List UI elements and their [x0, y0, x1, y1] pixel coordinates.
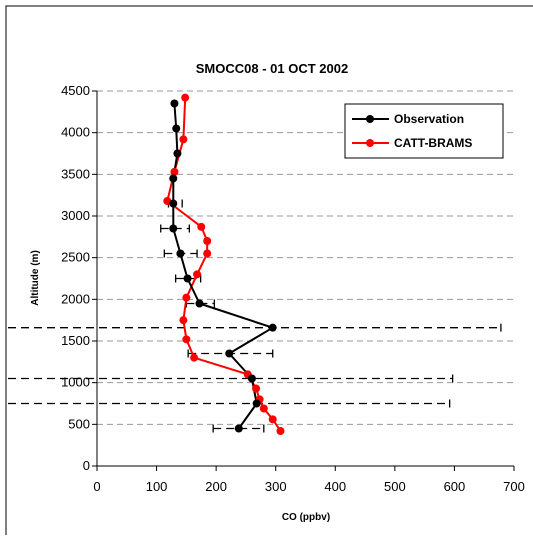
- data-point-catt-brams: [179, 135, 188, 144]
- data-point-observation: [252, 399, 261, 408]
- y-tick-label: 4500: [61, 83, 90, 98]
- data-point-catt-brams: [259, 404, 268, 413]
- data-point-observation: [195, 299, 204, 308]
- x-tick-label: 200: [205, 479, 227, 494]
- data-point-observation: [176, 249, 185, 258]
- figure-border: [5, 5, 533, 535]
- y-tick-label: 500: [68, 416, 90, 431]
- y-tick-label: 1000: [61, 375, 90, 390]
- data-point-catt-brams: [182, 293, 191, 302]
- data-point-observation: [173, 149, 182, 158]
- x-tick-label: 0: [93, 479, 100, 494]
- y-tick-label: 4000: [61, 125, 90, 140]
- data-point-catt-brams: [190, 353, 199, 362]
- data-point-observation: [268, 323, 277, 332]
- y-tick-label: 3000: [61, 208, 90, 223]
- data-point-catt-brams: [268, 415, 277, 424]
- y-tick-label: 2000: [61, 291, 90, 306]
- data-point-observation: [225, 349, 234, 358]
- data-point-catt-brams: [193, 270, 202, 279]
- y-axis-title: Altitude (m): [30, 250, 41, 306]
- x-axis-title: CO (ppbv): [282, 512, 330, 523]
- y-tick-label: 3500: [61, 166, 90, 181]
- data-point-catt-brams: [181, 93, 190, 102]
- data-point-observation: [247, 374, 256, 383]
- data-point-observation: [183, 274, 192, 283]
- x-tick-label: 600: [444, 479, 466, 494]
- legend-box: [344, 103, 504, 159]
- data-point-observation: [169, 199, 178, 208]
- legend: Observation CATT-BRAMS: [344, 103, 504, 159]
- x-tick-label: 100: [146, 479, 168, 494]
- data-point-catt-brams: [197, 222, 206, 231]
- y-tick-labels: 0 500 1000 1500 2000 2500 3000 3500 4000 4500: [61, 83, 90, 473]
- x-tick-label: 700: [503, 479, 525, 494]
- data-point-catt-brams: [182, 335, 191, 344]
- data-point-catt-brams: [203, 237, 212, 245]
- series-line-observation: [172, 103, 274, 430]
- legend-catt-brams-label: CATT-BRAMS: [394, 136, 472, 150]
- x-tick-label: 400: [324, 479, 346, 494]
- data-point-catt-brams: [276, 427, 285, 435]
- data-point-observation: [169, 174, 178, 183]
- chart-title: SMOCC08 - 01 OCT 2002: [196, 61, 348, 76]
- series-lines: [166, 97, 282, 432]
- x-tick-labels: 0 100 200 300 400 500 600 700: [93, 479, 524, 494]
- data-point-catt-brams: [252, 384, 261, 393]
- series-points: [163, 93, 285, 435]
- data-point-observation: [170, 99, 179, 108]
- error-bars: [8, 199, 502, 433]
- x-tick-label: 300: [265, 479, 287, 494]
- legend-catt-brams-marker: [366, 139, 374, 147]
- data-point-catt-brams: [203, 249, 212, 258]
- data-point-observation: [172, 124, 181, 133]
- y-tick-label: 0: [83, 458, 90, 473]
- data-point-observation: [169, 224, 178, 233]
- data-point-observation: [234, 424, 243, 433]
- data-point-catt-brams: [179, 316, 188, 325]
- y-tick-label: 1500: [61, 333, 90, 348]
- y-tick-label: 2500: [61, 250, 90, 265]
- axes: [92, 90, 515, 471]
- data-point-catt-brams: [170, 167, 179, 176]
- legend-observation-marker: [366, 115, 374, 123]
- legend-observation-label: Observation: [394, 112, 464, 126]
- x-tick-label: 500: [384, 479, 406, 494]
